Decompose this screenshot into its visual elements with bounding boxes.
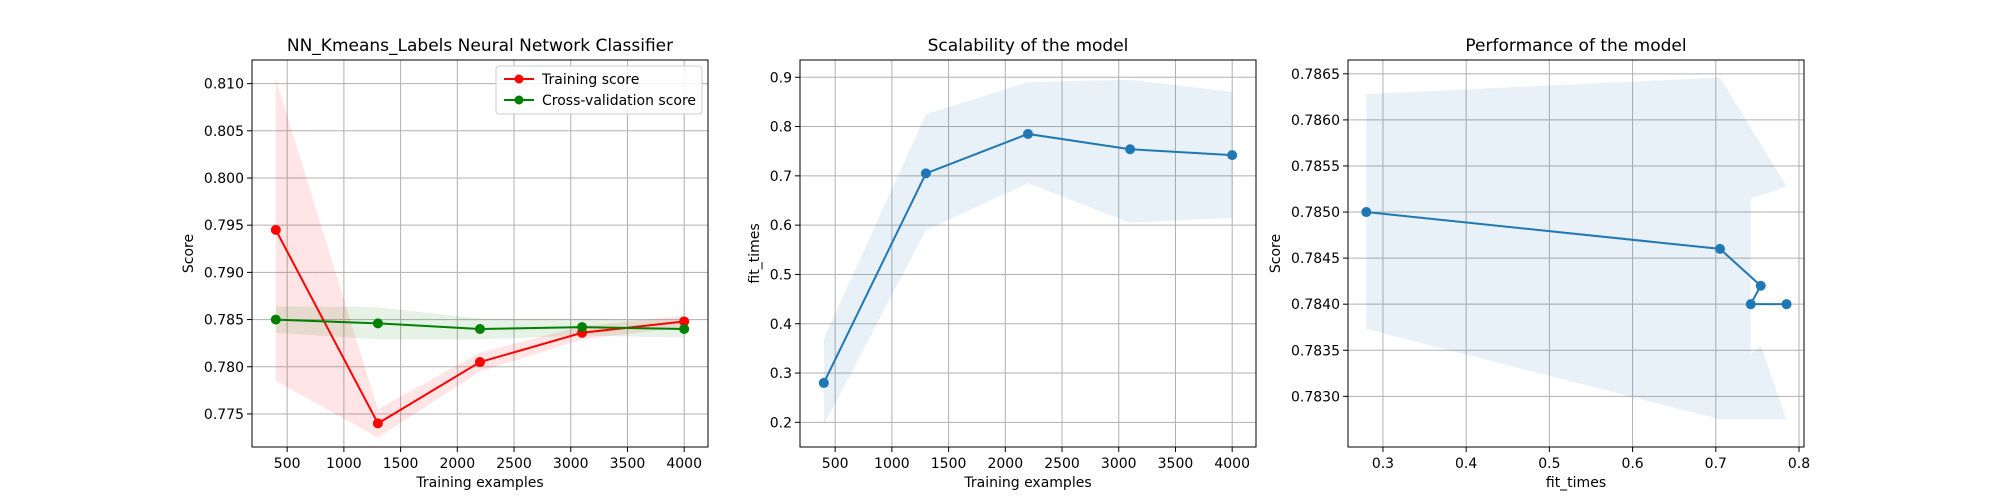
panel-1-xtick-label: 2500 bbox=[496, 456, 532, 472]
panel-1-series-1-point bbox=[270, 314, 281, 325]
panel-1-title: NN_Kmeans_Labels Neural Network Classifi… bbox=[287, 36, 673, 56]
panel-3-ytick-label: 0.7830 bbox=[1291, 389, 1340, 405]
panel-3-ytick-label: 0.7840 bbox=[1291, 297, 1340, 313]
legend: Training score Cross-validation score bbox=[495, 65, 703, 115]
panel-2-ytick-label: 0.4 bbox=[770, 317, 792, 333]
panel-3-ticks: 0.3 0.4 0.5 0.6 0.7 0.8 0.7830 0.7835 0.7840 0.78… bbox=[1291, 67, 1810, 472]
panel-scalability: Scalability of the model 500 1000 1500 2000… bbox=[747, 36, 1257, 491]
panel-2-xtick-label: 1500 bbox=[931, 456, 967, 472]
panel-1-ytick-label: 0.780 bbox=[204, 360, 244, 376]
panel-2-ytick-label: 0.6 bbox=[770, 218, 792, 234]
panel-3-ytick-label: 0.7835 bbox=[1291, 343, 1340, 359]
panel-1-ytick-label: 0.800 bbox=[204, 171, 244, 187]
panel-3-series-0-point bbox=[1781, 299, 1792, 310]
panel-3-ytick-label: 0.7860 bbox=[1291, 113, 1340, 129]
panel-2-frame bbox=[799, 59, 1257, 448]
panel-1-xtick-label: 3500 bbox=[610, 456, 646, 472]
panel-2-ytick-label: 0.9 bbox=[770, 70, 792, 86]
panel-2-ylabel: fit_times bbox=[747, 223, 763, 283]
panel-3-xtick-label: 0.7 bbox=[1705, 456, 1727, 472]
panel-3-title: Performance of the model bbox=[1465, 36, 1686, 56]
panel-performance: Performance of the model 0.3 0.4 0.5 0.6 0.7… bbox=[1268, 36, 1810, 491]
panel-1-ylabel: Score bbox=[181, 234, 197, 273]
panel-1-xtick-label: 3000 bbox=[553, 456, 589, 472]
panel-3-ytick-label: 0.7855 bbox=[1291, 159, 1340, 175]
panel-2-series-0-band bbox=[823, 79, 1233, 425]
panel-3-xtick-label: 0.4 bbox=[1455, 456, 1477, 472]
panel-3-series-0-point bbox=[1755, 280, 1766, 291]
panel-3-xtick-label: 0.8 bbox=[1788, 456, 1810, 472]
panel-2-xtick-label: 4000 bbox=[1214, 456, 1250, 472]
panel-3-ytick-label: 0.7865 bbox=[1291, 67, 1340, 83]
panel-1-series bbox=[270, 224, 690, 429]
panel-3-xtick-label: 0.5 bbox=[1538, 456, 1560, 472]
panel-1-series-0-point bbox=[270, 224, 281, 235]
legend-marker-cv bbox=[514, 95, 524, 105]
panel-3-series-0-point bbox=[1745, 299, 1756, 310]
panel-2-xtick-label: 3500 bbox=[1158, 456, 1194, 472]
legend-marker-training bbox=[514, 74, 524, 84]
panel-1-series-1-point bbox=[679, 324, 690, 335]
panel-1-frame bbox=[251, 59, 709, 448]
panel-3-series bbox=[1361, 207, 1792, 310]
panel-3-series-0-point bbox=[1714, 243, 1725, 254]
panel-2-grid bbox=[800, 60, 1256, 447]
panel-1-ytick-label: 0.795 bbox=[204, 218, 244, 234]
panel-2-ytick-label: 0.3 bbox=[770, 366, 792, 382]
panel-2-series bbox=[818, 128, 1238, 388]
panel-2-xtick-label: 2000 bbox=[987, 456, 1023, 472]
panel-3-bands bbox=[1366, 77, 1787, 420]
legend-label-training: Training score bbox=[541, 72, 639, 88]
panel-2-ytick-label: 0.2 bbox=[770, 415, 792, 431]
panel-2-ticks: 500 1000 1500 2000 2500 3000 3500 4000 0.2 0.3 0.4… bbox=[770, 70, 1250, 472]
panel-3-std-band bbox=[1366, 77, 1787, 420]
panel-2-series-0-point bbox=[1023, 128, 1033, 139]
panel-2-series-0-point bbox=[920, 168, 931, 179]
panel-2-xtick-label: 3000 bbox=[1101, 456, 1137, 472]
panel-2-xlabel: Training examples bbox=[963, 475, 1091, 491]
panel-1-series-0-point bbox=[679, 316, 690, 327]
panel-3-frame bbox=[1347, 59, 1805, 448]
legend-box bbox=[495, 65, 703, 115]
panel-1-series-0-point bbox=[475, 357, 485, 368]
panel-2-ytick-label: 0.7 bbox=[770, 169, 792, 185]
legend-label-cv: Cross-validation score bbox=[542, 93, 696, 109]
panel-2-ytick-label: 0.8 bbox=[770, 120, 792, 136]
panel-1-xtick-label: 1500 bbox=[383, 456, 419, 472]
panel-3-xlabel: fit_times bbox=[1546, 475, 1606, 491]
panel-2-series-0-point bbox=[818, 377, 829, 388]
panel-3-ytick-label: 0.7850 bbox=[1291, 205, 1340, 221]
panel-1-series-0-point bbox=[372, 418, 383, 429]
panel-1-ytick-label: 0.775 bbox=[204, 407, 244, 423]
panel-2-bands bbox=[823, 79, 1233, 425]
panel-2-xtick-label: 1000 bbox=[874, 456, 910, 472]
panel-2-xtick-label: 2500 bbox=[1044, 456, 1080, 472]
panel-2-xtick-label: 500 bbox=[822, 456, 849, 472]
panel-1-xtick-label: 2000 bbox=[439, 456, 475, 472]
panel-learning-curve: NN_Kmeans_Labels Neural Network Classifi… bbox=[181, 36, 709, 491]
panel-3-xtick-label: 0.6 bbox=[1621, 456, 1643, 472]
panel-1-series-1-point bbox=[372, 318, 383, 329]
panel-3-xtick-label: 0.3 bbox=[1372, 456, 1394, 472]
panel-1-ytick-label: 0.790 bbox=[204, 265, 244, 281]
panel-1-xlabel: Training examples bbox=[415, 475, 543, 491]
panel-2-series-0-point bbox=[1125, 144, 1136, 155]
panel-3-series-0-point bbox=[1361, 207, 1372, 218]
panel-2-series-0-point bbox=[1227, 150, 1238, 161]
panel-1-ytick-label: 0.805 bbox=[204, 124, 244, 140]
panel-1-xtick-label: 1000 bbox=[326, 456, 362, 472]
panel-1-ticks: 500 1000 1500 2000 2500 3000 3500 4000 0.775 0.78… bbox=[204, 77, 702, 472]
panel-1-ytick-label: 0.810 bbox=[204, 77, 244, 93]
panel-1-ytick-label: 0.785 bbox=[204, 313, 244, 329]
panel-3-ytick-label: 0.7845 bbox=[1291, 251, 1340, 267]
panel-2-title: Scalability of the model bbox=[928, 36, 1129, 56]
panel-1-series-1-point bbox=[577, 322, 588, 333]
panel-1-xtick-label: 4000 bbox=[666, 456, 702, 472]
panel-3-grid bbox=[1348, 60, 1804, 447]
panel-1-series-1-point bbox=[475, 324, 485, 335]
panel-1-xtick-label: 500 bbox=[274, 456, 301, 472]
panel-2-ytick-label: 0.5 bbox=[770, 267, 792, 283]
panel-3-ylabel: Score bbox=[1268, 234, 1284, 273]
